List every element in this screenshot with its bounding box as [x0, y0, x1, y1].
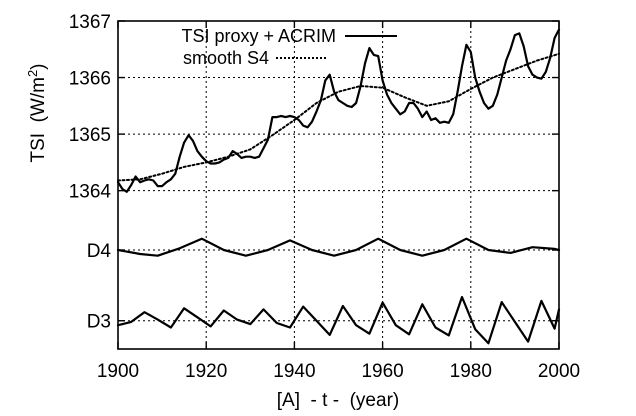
y-tick-label: D3 — [87, 312, 111, 333]
legend: TSI proxy + ACRIM smooth S4 — [181, 26, 397, 68]
y-axis-title: TSI (W/m2) — [25, 63, 50, 162]
plot-frame — [117, 20, 560, 350]
x-tick-label: 1940 — [273, 361, 315, 382]
y-tick-label: 1366 — [69, 69, 111, 90]
legend-label-s4: smooth S4 — [183, 48, 269, 68]
series-lines — [116, 28, 561, 345]
series-line-tsi-proxy-acrim — [116, 28, 561, 193]
y-axis-title-base: TSI (W/m — [28, 77, 49, 162]
x-tick-labels: 1900 1920 1940 1960 1980 2000 — [97, 361, 580, 382]
y-tick-label: 1367 — [69, 12, 111, 33]
x-axis-title: [A] - t - (year) — [277, 390, 399, 411]
y-tick-label: 1364 — [69, 182, 112, 203]
y-tick-label: 1365 — [69, 125, 111, 146]
series-line-d4 — [116, 237, 561, 257]
x-tick-label: 1900 — [97, 361, 139, 382]
x-tick-label: 1920 — [185, 361, 227, 382]
x-tick-label: 1960 — [361, 361, 403, 382]
x-tick-label: 2000 — [538, 361, 580, 382]
grid-lines — [118, 21, 559, 349]
y-tick-label: D4 — [87, 241, 112, 262]
y-axis-title-sup: 2 — [25, 70, 40, 77]
y-axis-title-close: ) — [28, 63, 49, 69]
y-tick-labels: 1367 1366 1365 1364 D4 D3 — [69, 12, 112, 333]
series-line-smooth-s4 — [117, 52, 560, 182]
legend-label-tsi: TSI proxy + ACRIM — [181, 26, 336, 46]
axis-ticks — [117, 20, 560, 349]
series-line-d3 — [116, 295, 561, 345]
x-tick-label: 1980 — [450, 361, 492, 382]
